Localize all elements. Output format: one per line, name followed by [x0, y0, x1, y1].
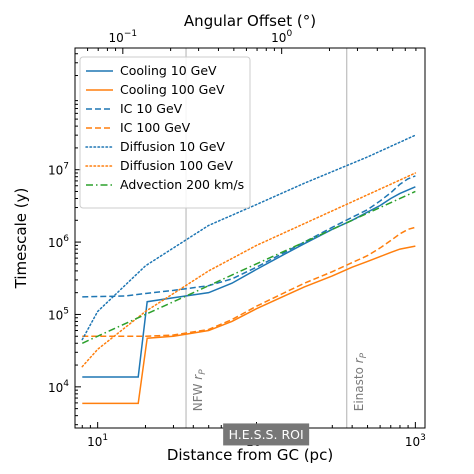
top-tick-label-1-exp: 0 [286, 29, 292, 39]
vline-label-1: Einasto rP [352, 352, 369, 411]
series-line-4 [81, 134, 417, 341]
x-tick-label-2-exp: 3 [420, 433, 426, 443]
x-tick-label-0-exp: 1 [102, 433, 108, 443]
top-tick-label-0: 10−1 [109, 29, 138, 45]
series-line-1 [82, 245, 416, 405]
x-tick-label-2-base: 10 [405, 435, 420, 449]
vertical-lines: NFW rP Einasto rP [185, 48, 369, 428]
legend-label-5: Diffusion 100 GeV [120, 158, 233, 173]
vline-label-main-0: NFW [191, 380, 205, 412]
legend-label-1: Cooling 100 GeV [120, 82, 225, 97]
x-tick-label-2: 103 [405, 433, 426, 449]
legend-label-6: Advection 200 km/s [120, 177, 244, 192]
top-axis-label: Angular Offset (°) [184, 12, 316, 30]
legend-label-0: Cooling 10 GeV [120, 63, 217, 78]
legend-label-2: IC 10 GeV [120, 101, 183, 116]
series-line-5 [81, 172, 417, 368]
series-line-2 [82, 175, 416, 298]
top-tick-label-0-base: 10 [109, 31, 124, 45]
y-tick-label-3: 107 [48, 162, 69, 178]
y-tick-label-3-exp: 7 [63, 162, 69, 172]
y-tick-label-2-exp: 6 [63, 234, 69, 244]
y-tick-label-0-base: 10 [48, 381, 63, 395]
vline-label-sym-1: r [352, 357, 366, 363]
y-axis-label: Timescale (y) [12, 188, 30, 290]
y-tick-label-3-base: 10 [48, 164, 63, 178]
legend-label-4: Diffusion 10 GeV [120, 139, 225, 154]
y-tick-label-2: 106 [48, 234, 69, 250]
y-tick-label-2-base: 10 [48, 236, 63, 250]
vline-label-sub-0: P [198, 369, 208, 375]
series-line-0 [82, 186, 416, 378]
hess-roi-box: H.E.S.S. ROI [223, 423, 310, 446]
y-tick-label-0: 104 [48, 379, 69, 395]
y-tick-label-0-exp: 4 [63, 379, 69, 389]
y-tick-label-1-exp: 5 [63, 306, 69, 316]
y-tick-label-1: 105 [48, 306, 69, 322]
x-axis-label: Distance from GC (pc) [167, 446, 333, 464]
series-line-3 [82, 226, 416, 337]
series-lines [81, 134, 417, 405]
x-tick-label-0-base: 10 [87, 435, 102, 449]
legend-label-3: IC 100 GeV [120, 120, 191, 135]
roi-box-label: H.E.S.S. ROI [229, 427, 304, 442]
top-tick-label-1-base: 10 [271, 31, 286, 45]
vline-label-sym-0: r [191, 374, 205, 380]
vline-label-0: NFW rP [191, 369, 208, 412]
x-tick-label-0: 101 [87, 433, 108, 449]
legend-frame [79, 56, 251, 209]
y-tick-label-1-base: 10 [48, 308, 63, 322]
vline-label-sub-1: P [359, 352, 369, 358]
top-tick-label-1: 100 [271, 29, 292, 45]
vline-label-main-1: Einasto [352, 363, 366, 411]
top-tick-label-0-exp: −1 [124, 29, 137, 39]
legend: Cooling 10 GeV Cooling 100 GeV IC 10 GeV IC… [79, 56, 251, 209]
series-line-6 [81, 190, 416, 344]
roi-box-bg [223, 423, 310, 446]
